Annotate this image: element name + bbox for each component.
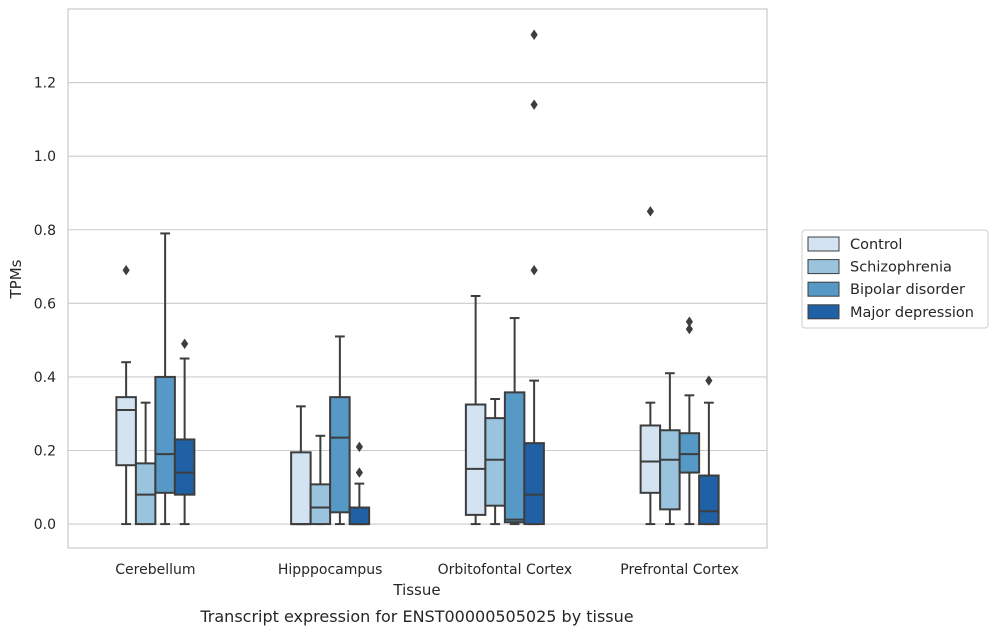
box-1-0: [290, 405, 312, 526]
y-tick-label: 0.6: [34, 296, 56, 312]
outlier-point: [355, 441, 363, 453]
box-3-3: [698, 375, 720, 526]
y-axis-ticks: 0.0 0.2 0.4 0.6 0.8 1.0 1.2: [34, 76, 56, 534]
box-body: [639, 424, 662, 494]
box-body: [329, 396, 351, 514]
box-body: [484, 417, 506, 507]
plot-frame: [67, 8, 768, 549]
legend-label: Major depression: [850, 305, 974, 321]
box-3-0: [639, 206, 662, 526]
box-body: [348, 506, 371, 526]
x-tick-label: Cerebellum: [115, 562, 195, 578]
outlier-point: [646, 206, 654, 217]
box-body: [659, 429, 681, 511]
boxplot-groups: [115, 29, 720, 526]
box-body: [523, 442, 545, 526]
box-0-0: [115, 265, 137, 526]
outlier-point: [181, 338, 189, 350]
x-axis-label: Tissue: [392, 581, 440, 599]
outlier-point: [530, 265, 538, 276]
x-axis-ticks: Cerebellum Hipppocampus Orbitofontal Corte…: [115, 562, 739, 578]
legend-swatch: [807, 259, 840, 275]
legend-label: Schizophrenia: [850, 260, 952, 276]
box-body: [290, 451, 312, 526]
x-tick-label: Hipppocampus: [278, 562, 383, 578]
y-tick-label: 1.2: [34, 76, 56, 92]
box-body: [309, 483, 332, 526]
y-tick-label: 1.0: [34, 149, 56, 165]
box-2-3: [523, 29, 545, 526]
box-0-3: [173, 338, 196, 526]
y-axis-label: TPMs: [7, 259, 25, 299]
outlier-point: [122, 265, 130, 276]
outlier-point: [355, 467, 363, 478]
legend-label: Bipolar disorder: [850, 282, 965, 298]
box-2-0: [464, 294, 487, 526]
x-tick-label: Prefrontal Cortex: [620, 562, 739, 578]
box-body: [115, 396, 137, 467]
box-body: [678, 432, 701, 474]
legend-label: Control: [850, 237, 902, 253]
box-2-2: [503, 317, 526, 526]
box-1-1: [309, 434, 332, 526]
outlier-point: [530, 99, 538, 110]
legend-swatch: [807, 304, 840, 320]
box-2-1: [484, 397, 506, 526]
box-body: [173, 438, 196, 496]
outlier-point: [530, 29, 538, 40]
outlier-point: [685, 323, 693, 335]
y-tick-label: 0.2: [34, 444, 56, 460]
box-0-1: [134, 401, 157, 526]
legend: Control Schizophrenia Bipolar disorder Majo…: [801, 229, 989, 329]
figure-caption: Transcript expression for ENST0000050502…: [199, 607, 633, 626]
box-1-3: [348, 441, 371, 526]
box-body: [503, 391, 526, 524]
x-tick-label: Orbitofontal Cortex: [438, 562, 573, 578]
outlier-point: [685, 316, 693, 327]
box-0-2: [154, 232, 176, 526]
box-body: [154, 375, 176, 494]
y-tick-label: 0.4: [34, 370, 56, 386]
box-1-2: [329, 335, 351, 526]
legend-swatch: [807, 236, 840, 252]
outlier-point: [705, 375, 713, 386]
box-3-1: [659, 372, 681, 526]
y-tick-label: 0.0: [34, 517, 56, 533]
legend-box: [801, 229, 989, 329]
box-body: [464, 403, 487, 516]
box-body: [698, 474, 720, 526]
legend-swatch: [807, 281, 840, 297]
box-3-2: [678, 316, 701, 526]
y-tick-label: 0.8: [34, 223, 56, 239]
